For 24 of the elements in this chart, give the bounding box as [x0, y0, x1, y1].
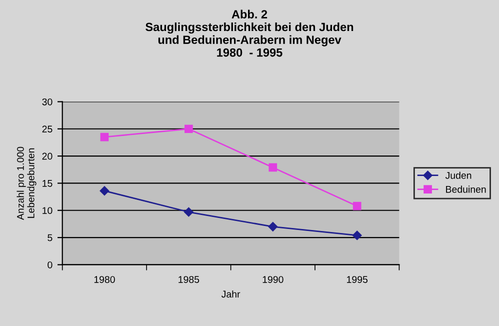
- y-tick-label: 25: [42, 126, 52, 132]
- y-axis-title: Anzahl pro 1.000 Lebendgeburten: [16, 146, 36, 220]
- chart-title: Abb. 2 Sauglingssterblichkeit bei den Juden und Beduinen-Arabern im Negev 1980 - 1995: [146, 10, 354, 57]
- legend-label: Beduinen: [446, 186, 486, 193]
- point: [352, 202, 362, 210]
- y-tick-label: 15: [42, 180, 52, 187]
- x-tick-label: 1990: [262, 276, 284, 283]
- y-tick-label: 20: [42, 152, 52, 160]
- point: [352, 230, 362, 240]
- point: [268, 222, 278, 232]
- point: [184, 124, 193, 134]
- point: [184, 207, 194, 217]
- y-tick-label: 0: [48, 261, 52, 268]
- point: [100, 186, 110, 196]
- y-tick-label: 30: [42, 98, 52, 106]
- x-tick-label: 1995: [347, 276, 368, 283]
- point: [100, 132, 109, 142]
- y-tick-label: 5: [48, 234, 52, 242]
- y-tick-label: 10: [42, 207, 52, 214]
- x-tick-label: 1980: [94, 276, 115, 283]
- point: [268, 163, 278, 172]
- legend-label: Juden: [445, 172, 472, 179]
- x-axis-title: Jahr: [221, 290, 240, 298]
- x-tick-label: 1985: [178, 276, 200, 283]
